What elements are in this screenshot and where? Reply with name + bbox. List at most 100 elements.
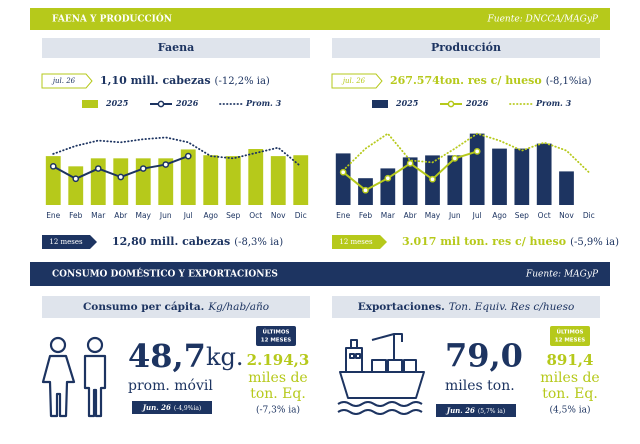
point: [473, 148, 481, 155]
point: [429, 175, 436, 183]
legend-swatch: [447, 100, 455, 108]
change: (-4,9%ia): [174, 405, 201, 412]
section-source: Fuente: DNCCA/MAGyP: [487, 15, 599, 25]
x-tick-label: Feb: [359, 211, 373, 220]
panel-title-main: Exportaciones.: [358, 301, 445, 313]
panel-title: Consumo per cápita. Kg/hab/año: [83, 301, 269, 313]
headline-change: (-8,1%ia): [546, 76, 592, 87]
section-header: [30, 262, 610, 286]
x-tick-label: Sep: [226, 211, 240, 220]
point: [362, 186, 369, 194]
section-source: Fuente: MAGyP: [525, 270, 599, 280]
period-change: Jun. 26 (-4,9%ia): [141, 403, 202, 412]
headline-value: 267.574ton. res c/ hueso: [390, 74, 542, 87]
x-tick-label: Feb: [69, 211, 83, 220]
period: Jun. 26: [141, 403, 171, 412]
dotted-line: [52, 136, 302, 168]
total-unit: ton. Eq.: [250, 386, 306, 402]
section-title: FAENA Y PRODUCCIÓN: [52, 13, 172, 25]
bar: [559, 171, 574, 205]
total-badge: [332, 235, 387, 249]
panel-title-main: Consumo per cápita.: [83, 301, 204, 313]
point: [184, 152, 192, 160]
total-change: (4,5% ia): [550, 405, 591, 416]
point: [339, 168, 347, 176]
panel-title-unit: Kg/hab/año: [207, 301, 269, 313]
legend-swatch: [82, 100, 98, 108]
legend-swatch: [157, 100, 165, 108]
point: [117, 173, 125, 181]
x-tick-label: Mar: [381, 211, 396, 220]
x-tick-label: Jul: [183, 211, 193, 220]
bar: [113, 158, 129, 205]
total-change: (-8,3% ia): [234, 237, 283, 248]
legend-label: Prom. 3: [535, 98, 572, 108]
period-badge: [331, 73, 383, 89]
bar: [402, 157, 418, 205]
headline: 267.574ton. res c/ hueso (-8,1%ia): [390, 74, 592, 87]
x-tick-label: Abr: [114, 211, 128, 220]
last12-label: ÚLTIMOS: [557, 329, 584, 336]
total-value: 3.017 mil ton. res c/ hueso: [402, 235, 566, 248]
bar: [335, 153, 351, 205]
point: [162, 161, 170, 168]
x-tick-label: Ene: [46, 211, 60, 220]
x-tick-label: May: [135, 211, 151, 220]
total-unit: miles de: [540, 370, 599, 386]
x-tick-label: Dic: [295, 211, 307, 220]
period: Jun. 26: [445, 406, 475, 415]
value: 48,7: [128, 337, 206, 375]
period: jul. 26: [51, 77, 76, 85]
bar: [447, 155, 463, 205]
value-unit: miles ton.: [445, 378, 515, 394]
total-badge-label: 12 meses: [49, 238, 83, 246]
x-tick-label: Nov: [559, 211, 574, 220]
x-tick-label: Mar: [91, 211, 106, 220]
x-tick-label: Abr: [404, 211, 418, 220]
bar: [68, 166, 84, 205]
big-value: 48,7kg.: [128, 337, 243, 375]
period-badge: [41, 73, 93, 89]
total-value: 891,4: [547, 351, 594, 369]
legend-label: 2025: [395, 98, 419, 108]
total-value: 12,80 mill. cabezas: [112, 235, 230, 248]
total-change: (-5,9% ia): [570, 237, 619, 248]
headline-value: 1,10 mill. cabezas: [100, 74, 211, 87]
value-note: prom. móvil: [128, 378, 213, 394]
total-unit: miles de: [248, 370, 307, 386]
last12-label: 12 MESES: [261, 338, 292, 344]
x-tick-label: Dic: [583, 211, 595, 220]
bar: [514, 148, 530, 205]
point: [451, 155, 459, 162]
legend-label: 2025: [105, 98, 129, 108]
last12-label: 12 MESES: [555, 338, 586, 344]
bar: [180, 149, 196, 205]
bar: [248, 149, 264, 205]
total-change: (-7,3% ia): [256, 405, 300, 416]
legend-swatch: [372, 100, 388, 108]
value-unit: kg.: [206, 343, 244, 371]
x-tick-label: Sep: [515, 211, 529, 220]
section-title: CONSUMO DOMÉSTICO Y EXPORTACIONES: [52, 268, 278, 280]
last12-badge: [256, 326, 296, 346]
bar: [469, 133, 485, 205]
section-header: [30, 8, 610, 30]
point: [49, 162, 57, 170]
total-unit: ton. Eq.: [542, 386, 598, 402]
panel-header: [332, 38, 600, 58]
bar: [380, 168, 396, 205]
ship-icon: [337, 333, 425, 415]
point: [72, 175, 80, 183]
period: jul. 26: [341, 77, 366, 85]
x-tick-label: Ago: [204, 211, 219, 220]
change: (5,7% ia): [478, 408, 505, 415]
x-tick-label: Ago: [492, 211, 507, 220]
bar: [293, 155, 309, 205]
panel-header: [42, 38, 310, 58]
bar: [203, 155, 219, 205]
x-tick-label: Jul: [472, 211, 482, 220]
total-badge-label: 12 meses: [339, 238, 373, 246]
panel-title: Producción: [431, 41, 501, 54]
dotted-line: [342, 132, 590, 174]
panel-header: [332, 296, 600, 318]
